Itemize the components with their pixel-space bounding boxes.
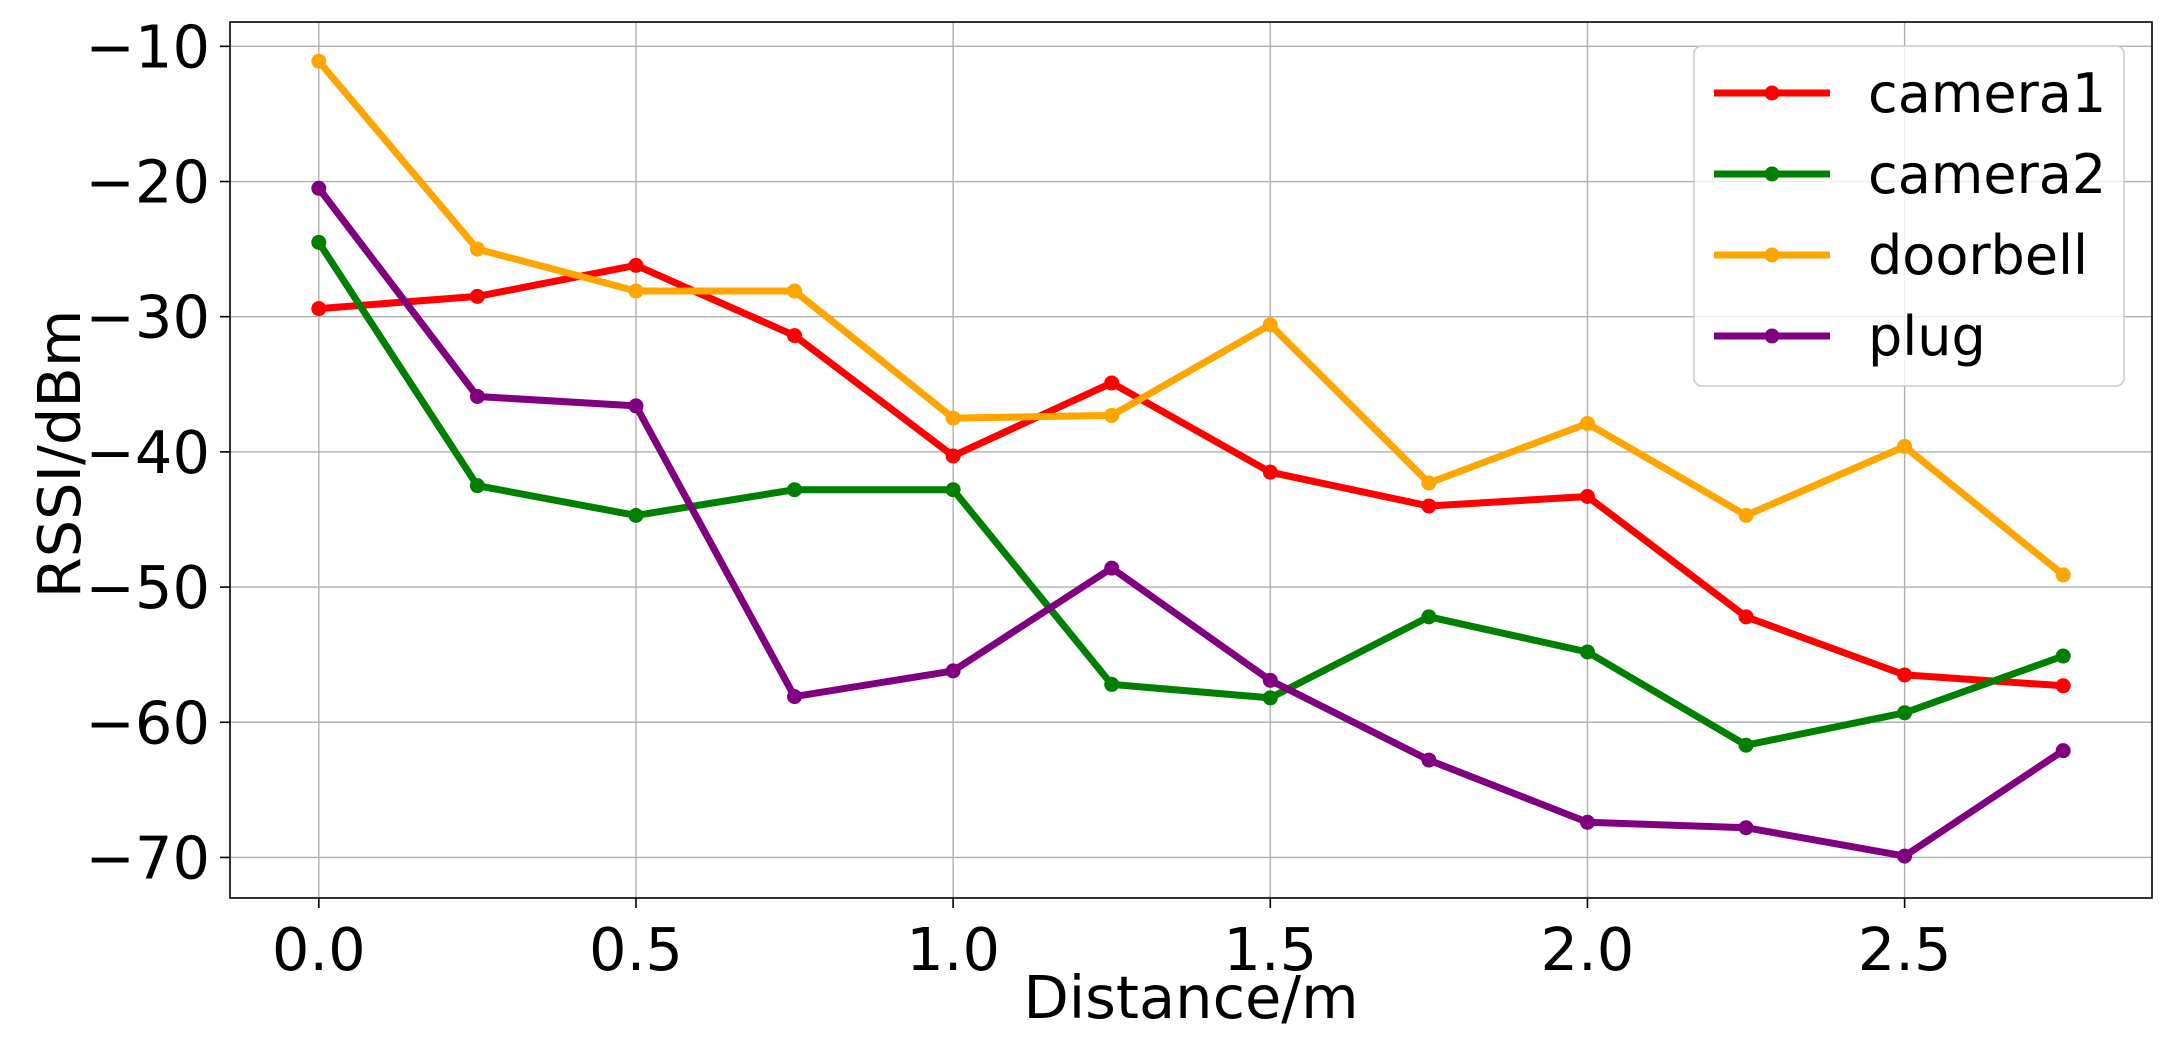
data-point-camera2 <box>1421 609 1437 625</box>
data-point-plug <box>311 180 327 196</box>
data-point-camera2 <box>1104 676 1120 692</box>
data-point-doorbell <box>1421 475 1437 491</box>
data-point-camera1 <box>1579 489 1595 504</box>
data-point-doorbell <box>1262 317 1278 333</box>
legend: camera1 camera2 doorbell plug <box>1693 45 2125 387</box>
data-point-camera1 <box>628 257 644 273</box>
series-doorbell <box>311 53 2071 583</box>
data-point-camera1 <box>2055 678 2071 694</box>
legend-box <box>1693 45 2125 387</box>
legend-label: camera1 <box>1868 62 2106 125</box>
data-point-camera1 <box>945 448 961 464</box>
data-point-plug <box>628 398 644 414</box>
data-point-camera2 <box>628 507 644 523</box>
x-tick-label: 0.5 <box>589 915 683 984</box>
data-point-camera2 <box>469 478 485 494</box>
series-line-doorbell <box>316 58 2066 578</box>
legend-swatch-marker <box>1764 328 1780 344</box>
data-point-camera2 <box>1579 644 1595 660</box>
legend-label: camera2 <box>1868 143 2106 206</box>
data-point-plug <box>469 388 485 404</box>
legend-item-doorbell: doorbell <box>1714 224 2088 287</box>
y-tick-label: −50 <box>85 553 210 622</box>
data-point-camera1 <box>1897 667 1913 683</box>
data-point-doorbell <box>1897 438 1913 454</box>
data-point-camera1 <box>1104 375 1120 391</box>
data-point-camera1 <box>787 328 803 344</box>
legend-label: doorbell <box>1868 224 2088 287</box>
series-plug <box>311 180 2071 864</box>
y-tick-label: −60 <box>85 688 210 757</box>
data-point-plug <box>1104 560 1120 576</box>
y-tick-label: −10 <box>85 12 210 81</box>
data-point-doorbell <box>1104 407 1120 423</box>
legend-swatch-marker <box>1764 247 1780 263</box>
plot-frame <box>229 21 2153 899</box>
data-point-plug <box>1421 752 1437 768</box>
data-point-plug <box>1738 820 1754 836</box>
data-point-plug <box>2055 743 2071 759</box>
plot-series <box>311 53 2071 864</box>
data-point-doorbell <box>787 283 803 299</box>
x-axis-ticks: 0.0 0.5 1.0 1.5 2.0 2.5 <box>272 898 1952 984</box>
x-axis-label: Distance/m <box>1023 963 1358 1032</box>
y-axis-label: RSSI/dBm <box>25 310 94 599</box>
data-point-doorbell <box>628 283 644 299</box>
data-point-camera1 <box>469 288 485 304</box>
data-point-doorbell <box>2055 567 2071 583</box>
legend-label: plug <box>1868 305 1986 368</box>
series-line-camera2 <box>315 240 2065 749</box>
legend-item-camera1: camera1 <box>1714 62 2106 125</box>
data-point-plug <box>1579 814 1595 830</box>
x-tick-label: 1.5 <box>1223 915 1317 984</box>
y-tick-label: −20 <box>85 148 210 217</box>
data-point-camera2 <box>1897 705 1913 721</box>
x-tick-label: 0.0 <box>272 915 366 984</box>
x-tick-label: 2.0 <box>1541 915 1635 984</box>
y-tick-label: −40 <box>85 418 210 487</box>
data-point-doorbell <box>1738 507 1754 523</box>
data-point-plug <box>787 689 803 705</box>
data-point-doorbell <box>945 410 961 426</box>
data-point-camera1 <box>1738 609 1754 625</box>
data-point-camera2 <box>787 482 803 498</box>
data-point-camera2 <box>311 234 327 250</box>
data-point-plug <box>1262 672 1278 688</box>
y-axis-ticks: −10 −20 −30 −40 −50 −60 −70 <box>85 12 230 892</box>
series-camera2 <box>311 234 2071 753</box>
data-point-camera2 <box>2055 648 2071 664</box>
data-point-camera1 <box>1421 498 1437 514</box>
legend-swatch-marker <box>1764 166 1780 182</box>
y-tick-label: −30 <box>85 283 210 352</box>
data-point-camera2 <box>1262 690 1278 706</box>
data-point-doorbell <box>311 53 327 69</box>
data-point-plug <box>1897 848 1913 864</box>
data-point-camera2 <box>1738 737 1754 753</box>
legend-item-plug: plug <box>1714 305 1986 368</box>
legend-swatch-marker <box>1764 85 1780 101</box>
data-point-camera1 <box>311 301 327 317</box>
data-point-camera2 <box>945 482 961 498</box>
data-point-doorbell <box>1579 416 1595 431</box>
series-camera1 <box>311 257 2071 694</box>
y-tick-label: −70 <box>85 823 210 892</box>
data-point-camera1 <box>1262 464 1278 480</box>
data-point-plug <box>945 663 961 679</box>
series-line-camera1 <box>318 261 2064 690</box>
x-tick-label: 1.0 <box>906 915 1000 984</box>
series-line-plug <box>316 186 2066 860</box>
data-point-doorbell <box>469 241 485 257</box>
x-tick-label: 2.5 <box>1858 915 1952 984</box>
legend-item-camera2: camera2 <box>1714 143 2106 206</box>
